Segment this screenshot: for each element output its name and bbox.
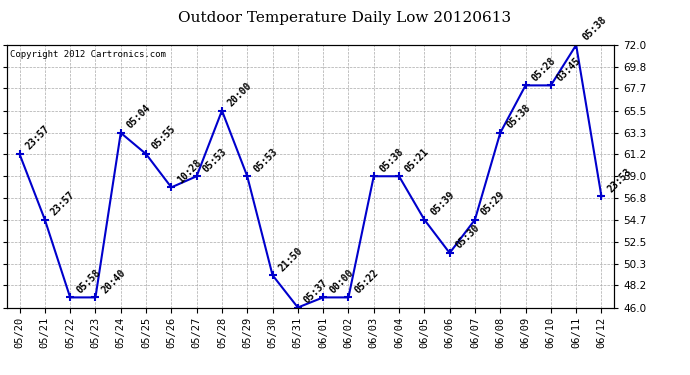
Text: 05:53: 05:53 [251, 146, 279, 174]
Text: 05:21: 05:21 [403, 146, 431, 174]
Text: 05:29: 05:29 [479, 190, 507, 217]
Text: 05:04: 05:04 [125, 103, 152, 130]
Text: 05:38: 05:38 [378, 146, 406, 174]
Text: 05:37: 05:37 [302, 278, 330, 305]
Text: 21:50: 21:50 [277, 245, 304, 273]
Text: 23:57: 23:57 [23, 124, 52, 152]
Text: 05:58: 05:58 [75, 267, 102, 295]
Text: 03:45: 03:45 [555, 56, 583, 83]
Text: 05:38: 05:38 [580, 15, 608, 43]
Text: 05:39: 05:39 [428, 190, 456, 217]
Text: 05:53: 05:53 [201, 146, 228, 174]
Text: 00:00: 00:00 [327, 267, 355, 295]
Text: 20:40: 20:40 [99, 267, 128, 295]
Text: 05:38: 05:38 [504, 103, 532, 130]
Text: Copyright 2012 Cartronics.com: Copyright 2012 Cartronics.com [10, 50, 166, 59]
Text: 05:55: 05:55 [150, 124, 178, 152]
Text: 23:53: 23:53 [606, 166, 633, 194]
Text: 10:28: 10:28 [175, 158, 204, 185]
Text: 20:00: 20:00 [226, 81, 254, 108]
Text: 05:30: 05:30 [454, 223, 482, 251]
Text: Outdoor Temperature Daily Low 20120613: Outdoor Temperature Daily Low 20120613 [179, 11, 511, 25]
Text: 05:28: 05:28 [530, 56, 558, 83]
Text: 05:22: 05:22 [353, 267, 380, 295]
Text: 23:57: 23:57 [49, 190, 77, 217]
